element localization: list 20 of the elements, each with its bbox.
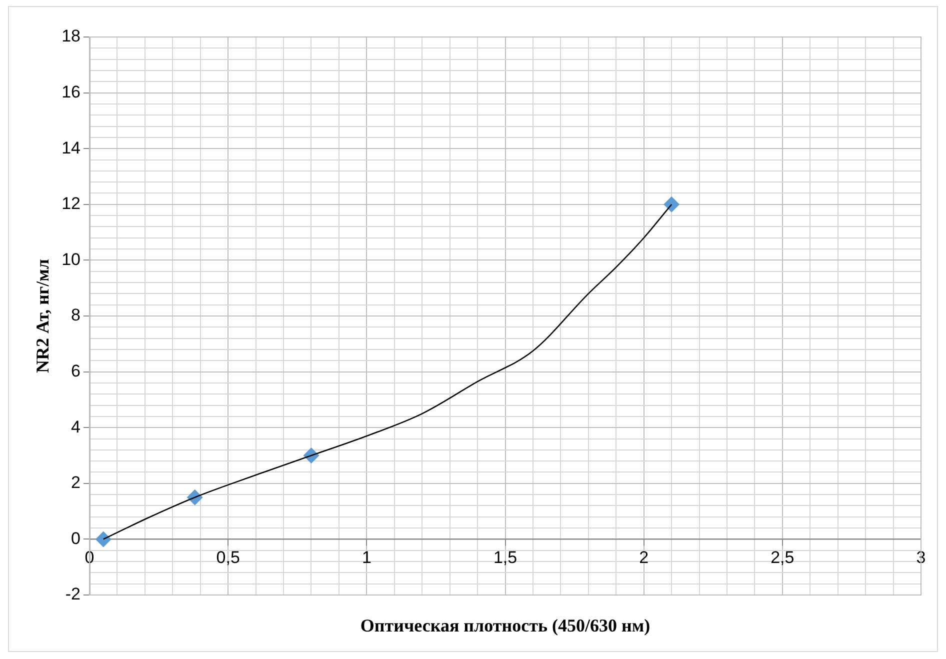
x-axis-title: Оптическая плотность (450/630 нм): [360, 616, 650, 636]
x-tick-label: 1,5: [493, 548, 518, 568]
y-tick-label: 0: [71, 528, 81, 548]
x-tick-label: 2: [639, 548, 649, 568]
y-tick-label: 12: [62, 194, 81, 214]
point: [664, 196, 680, 212]
point: [95, 531, 112, 548]
x-tick-label: 2,5: [770, 548, 794, 568]
y-tick-label: 18: [62, 26, 81, 46]
y-tick-label: 16: [62, 82, 81, 102]
y-tick-label: 4: [71, 417, 81, 436]
x-tick-label: 0,5: [216, 548, 240, 568]
y-tick-label: -2: [65, 584, 81, 604]
y-axis-title: NR2 Ат, нг/мл: [32, 259, 52, 373]
y-tick-label: 8: [71, 306, 81, 325]
y-tick-label: 6: [71, 361, 81, 380]
x-tick-label: 1: [362, 548, 372, 568]
y-tick-label: 2: [71, 473, 81, 492]
y-tick-label: 10: [62, 250, 81, 269]
y-tick-label: 14: [62, 138, 81, 158]
